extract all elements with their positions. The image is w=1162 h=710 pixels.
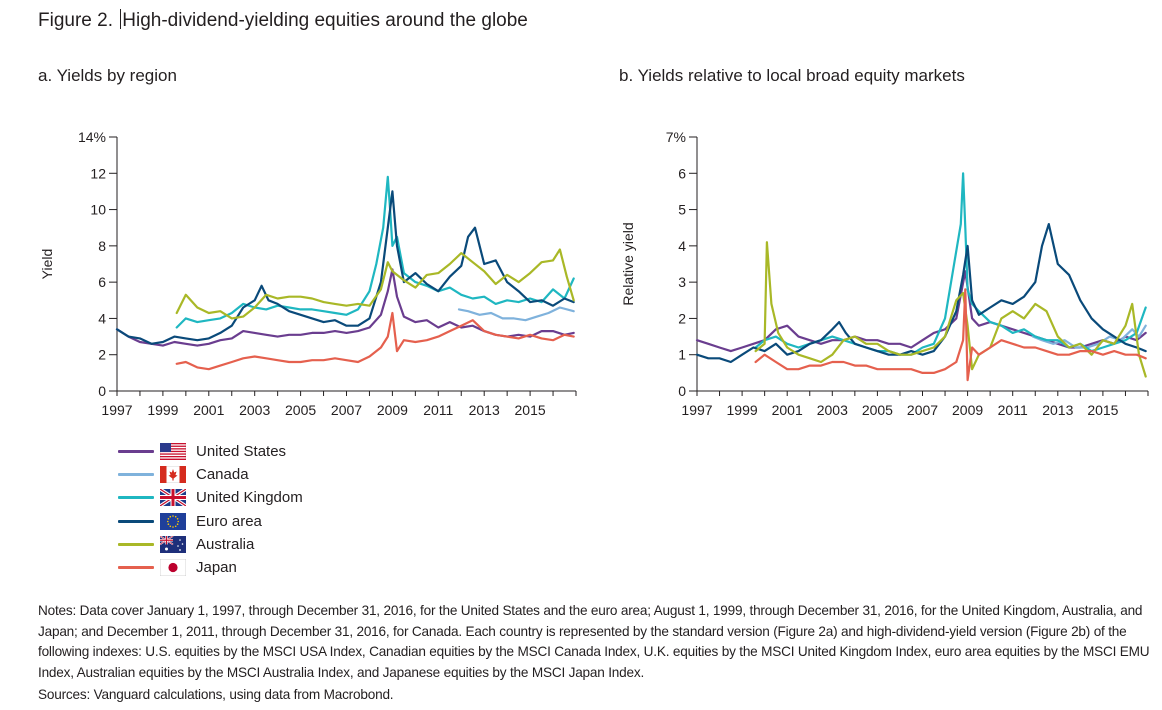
notes-text: Data cover January 1, 1997, through Dece… (38, 603, 1150, 680)
legend-item-euro: Euro area (118, 510, 303, 533)
legend-label-canada: Canada (196, 466, 249, 484)
chart-b-x-tick-label: 2007 (907, 402, 938, 418)
chart-a-y-tick-label: 10 (90, 202, 106, 218)
chart-a-x-tick-label: 2009 (377, 402, 408, 418)
notes-paragraph: Notes: Data cover January 1, 1997, throu… (38, 601, 1154, 683)
chart-b-x-tick-label: 1999 (727, 402, 758, 418)
chart-b-series-united-kingdom (754, 172, 1147, 356)
figure-title: Figure 2. High-dividend-yielding equitie… (38, 9, 528, 32)
chart-b-y-tick-label: 6 (678, 165, 686, 181)
chart-b-y-tick-label: 5 (678, 202, 686, 218)
legend-item-australia: Australia (118, 533, 303, 556)
legend-item-japan: Japan (118, 556, 303, 579)
chart-b-y-tick-label: 4 (678, 238, 686, 254)
chart-a-x-tick-label: 2005 (285, 402, 316, 418)
chart-a-x-tick-label: 2003 (239, 402, 270, 418)
chart-a-y-tick-label: 2 (98, 347, 106, 363)
legend-label-japan: Japan (196, 559, 237, 577)
chart-b-series-japan (754, 288, 1147, 382)
chart-b-y-tick-label: 2 (678, 310, 686, 326)
legend-label-australia: Australia (196, 535, 255, 553)
chart-a-x-tick-label: 1999 (147, 402, 178, 418)
us-flag-icon (160, 443, 186, 461)
chart-a-series-united-kingdom (175, 175, 575, 329)
chart-b-x-tick-label: 2009 (952, 402, 983, 418)
chart-b-x-tick-label: 2003 (817, 402, 848, 418)
chart-a-y-tick-label: 12 (90, 165, 106, 181)
legend-label-euro: Euro area (196, 512, 262, 530)
legend-line-japan (118, 566, 154, 570)
chart-a-x-tick-label: 1997 (101, 402, 132, 418)
chart-a-series-japan (175, 311, 575, 371)
chart-a-series-euro-area (115, 190, 575, 345)
canada-flag-icon (160, 466, 186, 484)
legend-line-canada (118, 473, 154, 477)
chart-b-series-euro-area (695, 223, 1147, 364)
legend-item-us: United States (118, 440, 303, 463)
sources-paragraph: Sources: Vanguard calculations, using da… (38, 685, 1154, 706)
chart-a-x-tick-label: 2001 (193, 402, 224, 418)
chart-a-y-tick-label: 4 (98, 310, 106, 326)
chart-b-y-tick-label: 1 (678, 347, 686, 363)
legend-line-australia (118, 542, 154, 546)
chart-a-y-axis-label: Yield (39, 249, 55, 280)
chart-a-y-tick-label: 14% (78, 129, 106, 145)
sources-text: Vanguard calculations, using data from M… (93, 687, 394, 702)
chart-a-x-tick-label: 2015 (515, 402, 546, 418)
legend-item-uk: United Kingdom (118, 486, 303, 509)
legend: United States Canada United Kingdom (118, 440, 303, 579)
chart-a-y-tick-label: 0 (98, 383, 106, 399)
chart-a-x-tick-label: 2011 (423, 402, 453, 418)
chart-b-x-tick-label: 2005 (862, 402, 893, 418)
notes-block: Notes: Data cover January 1, 1997, throu… (38, 601, 1154, 706)
chart-a-y-tick-label: 6 (98, 274, 106, 290)
legend-line-euro (118, 519, 154, 523)
chart-b-y-tick-label: 0 (678, 383, 686, 399)
chart-b-x-tick-label: 2013 (1042, 402, 1073, 418)
chart-a-series-australia (175, 248, 575, 320)
chart-b-relative-yields: 0 1 2 3 4 5 6 7% 1997 1999 2001 2003 2005 2007 2009 201… (620, 129, 1149, 418)
legend-label-uk: United Kingdom (196, 489, 303, 507)
chart-b-series-australia (754, 241, 1147, 378)
figure-title-text: High-dividend-yielding equities around t… (122, 10, 528, 31)
notes-label: Notes: (38, 603, 77, 618)
japan-flag-icon (160, 559, 186, 577)
legend-line-us (118, 450, 154, 454)
chart-b-x-tick-label: 2015 (1087, 402, 1118, 418)
eu-flag-icon (160, 512, 186, 530)
uk-flag-icon (160, 489, 186, 507)
text-cursor (120, 9, 122, 29)
panel-b-title: b. Yields relative to local broad equity… (619, 66, 965, 85)
chart-b-y-axis-label: Relative yield (620, 222, 636, 305)
panel-a-title: a. Yields by region (38, 66, 177, 85)
chart-b-x-tick-label: 1997 (681, 402, 712, 418)
legend-line-uk (118, 496, 154, 500)
chart-a-x-tick-label: 2013 (469, 402, 500, 418)
chart-b-x-tick-label: 2001 (772, 402, 803, 418)
chart-a-yields-by-region: 0 2 4 6 8 10 12 14% 1997 1999 2001 2003 2005 2007 2009… (39, 129, 577, 418)
chart-b-y-tick-label: 3 (678, 274, 686, 290)
sources-label: Sources: (38, 687, 91, 702)
legend-label-us: United States (196, 443, 287, 461)
chart-a-y-tick-label: 8 (98, 238, 106, 254)
chart-a-series-canada (457, 306, 575, 322)
legend-item-canada: Canada (118, 463, 303, 486)
chart-b-series-canada (1031, 324, 1147, 349)
chart-a-x-tick-label: 2007 (331, 402, 362, 418)
chart-b-y-tick-label: 7% (666, 129, 686, 145)
figure-prefix: Figure 2. (38, 10, 113, 31)
chart-b-x-tick-label: 2011 (998, 402, 1028, 418)
australia-flag-icon (160, 535, 186, 553)
